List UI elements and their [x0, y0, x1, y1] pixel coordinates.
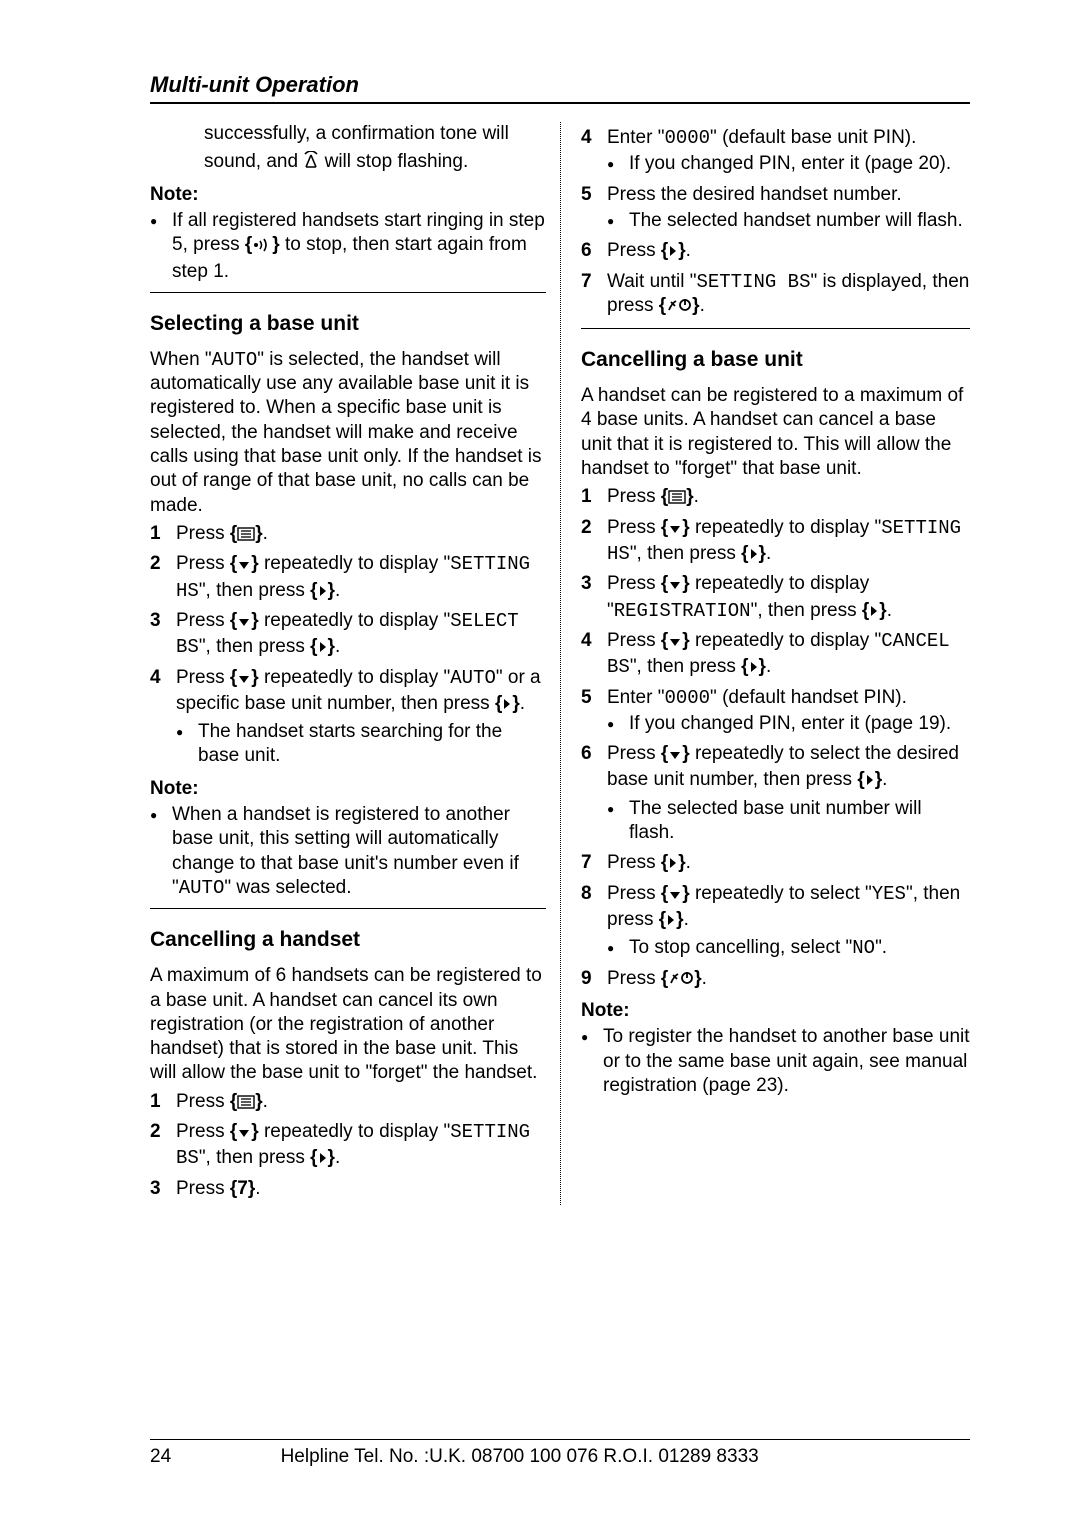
right-icon — [668, 853, 678, 877]
section-title: Cancelling a base unit — [581, 347, 970, 374]
page-header: Multi-unit Operation — [150, 72, 970, 104]
right-column: 4 Enter "0000" (default base unit PIN). … — [560, 122, 970, 1205]
section-title: Selecting a base unit — [150, 311, 546, 338]
down-icon — [668, 574, 682, 598]
menu-icon — [237, 524, 255, 548]
steps-list: 1 Press {}. 2 Press {} repeatedly to dis… — [150, 522, 546, 771]
page-number: 24 — [150, 1446, 190, 1468]
down-icon — [237, 611, 251, 635]
right-icon — [318, 637, 328, 661]
sub-note: If you changed PIN, enter it (page 19). — [607, 712, 970, 736]
right-icon — [502, 694, 512, 718]
down-icon — [668, 744, 682, 768]
note-heading: Note: — [581, 999, 970, 1023]
section-intro: A maximum of 6 handsets can be registere… — [150, 964, 546, 1086]
page-sound-icon — [252, 235, 272, 259]
right-icon — [869, 601, 879, 625]
footer-text: Helpline Tel. No. :U.K. 08700 100 076 R.… — [281, 1446, 759, 1467]
steps-list: 1 Press {}. 2 Press {} repeatedly to dis… — [150, 1090, 546, 1201]
note-item: If all registered handsets start ringing… — [150, 209, 546, 284]
page-footer: 24 Helpline Tel. No. :U.K. 08700 100 076… — [150, 1439, 970, 1468]
section-intro: When "AUTO" is selected, the handset wil… — [150, 348, 546, 518]
note-item: To register the handset to another base … — [581, 1025, 970, 1098]
sub-note: The handset starts searching for the bas… — [176, 720, 546, 769]
note-heading: Note: — [150, 777, 546, 801]
steps-list: 4 Enter "0000" (default base unit PIN). … — [581, 126, 970, 320]
section-divider — [581, 328, 970, 329]
section-divider — [150, 292, 546, 293]
right-icon — [749, 544, 759, 568]
down-icon — [237, 668, 251, 692]
down-icon — [237, 1122, 251, 1146]
down-icon — [668, 631, 682, 655]
sub-note: To stop cancelling, select "NO". — [607, 936, 970, 960]
down-icon — [668, 518, 682, 542]
intro-text: sound, and — [204, 151, 303, 172]
down-icon — [237, 554, 251, 578]
right-icon — [318, 1148, 328, 1172]
steps-list: 1 Press {}. 2 Press {} repeatedly to dis… — [581, 485, 970, 993]
right-icon — [318, 581, 328, 605]
section-divider — [150, 908, 546, 909]
sub-note: The selected handset number will flash. — [607, 209, 970, 233]
right-icon — [865, 770, 875, 794]
down-icon — [668, 884, 682, 908]
note-item: When a handset is registered to another … — [150, 803, 546, 900]
intro-text: successfully, a confirmation tone will — [204, 123, 509, 144]
section-intro: A handset can be registered to a maximum… — [581, 384, 970, 481]
off-icon — [668, 969, 694, 993]
left-column: successfully, a confirmation tone will s… — [150, 122, 560, 1205]
intro-text: will stop flashing. — [325, 151, 469, 172]
antenna-icon — [303, 151, 319, 176]
menu-icon — [668, 487, 686, 511]
menu-icon — [237, 1092, 255, 1116]
note-heading: Note: — [150, 183, 546, 207]
right-icon — [668, 241, 678, 265]
off-icon — [666, 296, 692, 320]
right-icon — [666, 910, 676, 934]
right-icon — [749, 657, 759, 681]
sub-note: If you changed PIN, enter it (page 20). — [607, 152, 970, 176]
section-title: Cancelling a handset — [150, 927, 546, 954]
sub-note: The selected base unit number will flash… — [607, 797, 970, 846]
